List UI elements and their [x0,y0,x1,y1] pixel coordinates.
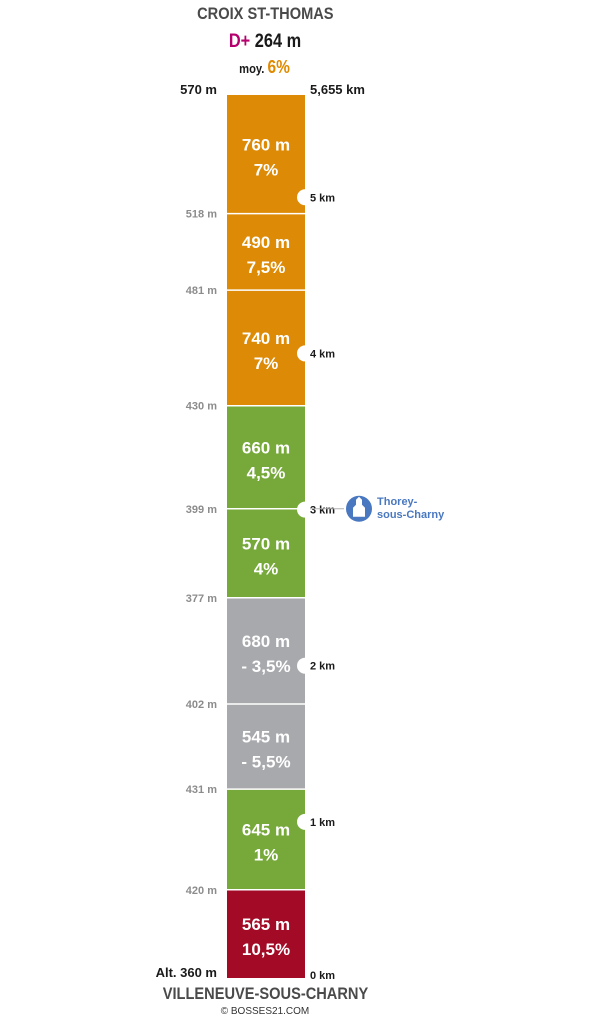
segment-bar [227,703,305,790]
segment-length-label: 565 m [242,915,290,934]
gain-prefix: D+ [228,31,251,52]
avg-prefix: moy. [239,61,265,76]
segment-bar [227,95,305,214]
altitude-label: 402 m [186,699,217,711]
segment-length-label: 645 m [242,820,290,839]
start-name-text: VILLENEUVE-SOUS-CHARNY [162,984,368,1003]
summit-title-text: CROIX ST-THOMAS [196,4,334,23]
segment-grade-label: 1% [254,845,279,864]
altitude-label: 420 m [186,885,217,897]
poi-label: sous-Charny [377,509,445,521]
segment-length-label: 740 m [242,329,290,348]
segment-grade-label: 4% [254,559,279,578]
segment-bar [227,889,305,978]
km-marker-notch [297,657,305,674]
segment-length-label: 760 m [242,135,290,154]
altitude-label: 481 m [186,285,217,297]
segment-length-label: 570 m [242,534,290,553]
km-marker-label: 2 km [310,661,335,673]
km-marker-label: 3 km [310,505,335,517]
km-marker-notch [297,813,305,830]
summit-title: CROIX ST-THOMAS [0,4,530,24]
segment-bar [227,213,305,291]
segment-grade-label: 10,5% [242,940,290,959]
segment-grade-label: - 5,5% [241,753,290,772]
poi-label: Thorey- [377,496,418,508]
start-name: VILLENEUVE-SOUS-CHARNY [0,984,530,1004]
altitude-label: 377 m [186,593,217,605]
segment-grade-label: 4,5% [247,463,286,482]
km-marker-label: 0 km [310,970,335,982]
church-icon [353,496,365,517]
segment-length-label: 680 m [242,632,290,651]
segment-bar [227,508,305,598]
km-marker-notch [297,189,305,206]
gain-value: 264 m [254,31,302,52]
segment-grade-label: - 3,5% [241,657,290,676]
km-marker-label: 5 km [310,192,335,204]
segment-grade-label: 7% [254,354,279,373]
segment-grade-label: 7,5% [247,258,286,277]
copyright: © BOSSES21.COM [220,1006,310,1017]
segment-bar [227,789,305,890]
segment-bar [227,405,305,509]
segment-length-label: 490 m [242,233,290,252]
segment-bar [227,597,305,704]
start-altitude-label: Alt. 360 m [156,965,217,980]
altitude-label: 518 m [186,209,217,221]
altitude-label: 399 m [186,504,217,516]
average-grade: moy. 6% [0,57,530,78]
segment-length-label: 545 m [242,728,290,747]
altitude-label: 431 m [186,784,217,796]
segment-length-label: 660 m [242,438,290,457]
total-distance-label: 5,655 km [310,82,365,97]
top-altitude-label: 570 m [180,82,217,97]
km-marker-notch [297,501,305,518]
km-marker-label: 4 km [310,348,335,360]
altitude-label: 430 m [186,401,217,413]
header: CROIX ST-THOMAS D+ 264 m moy. 6% [0,0,600,90]
avg-value: 6% [268,57,291,77]
km-marker-notch [297,345,305,362]
km-marker-label: 1 km [310,817,335,829]
elevation-gain: D+ 264 m [0,31,530,53]
segment-bar [227,290,305,406]
segment-grade-label: 7% [254,160,279,179]
